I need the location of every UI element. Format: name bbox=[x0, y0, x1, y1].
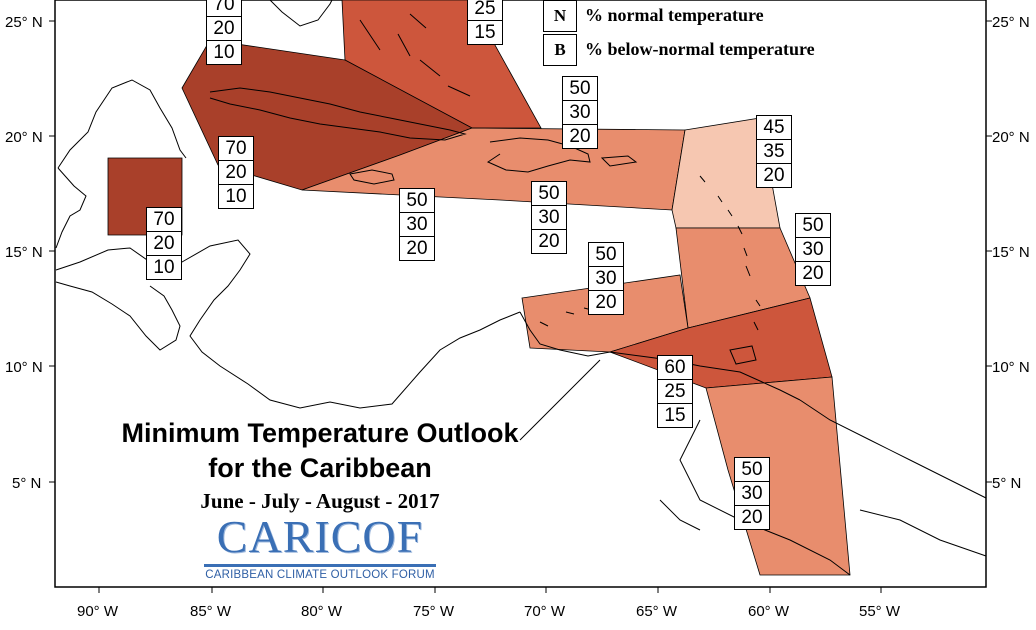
region-guianas bbox=[705, 376, 851, 576]
coast-mexico-gulf bbox=[55, 167, 87, 249]
coast-cuba bbox=[209, 87, 467, 141]
lat-label-25-right: 25° N bbox=[992, 14, 1030, 31]
prob-below: 10 bbox=[147, 255, 181, 279]
prob-normal: 20 bbox=[219, 160, 253, 184]
logo-subtitle: CARIBBEAN CLIMATE OUTLOOK FORUM bbox=[205, 569, 435, 581]
prob-above: 50 bbox=[569, 78, 591, 99]
prob-box-belize: 70 20 10 bbox=[146, 207, 182, 280]
prob-box-leewards: 45 35 20 bbox=[756, 115, 792, 188]
lat-label-20: 20° N bbox=[5, 129, 43, 146]
prob-box-hispaniola-north: 50 30 20 bbox=[562, 76, 598, 149]
map-title-line2: for the Caribbean bbox=[208, 453, 432, 483]
lat-label-5: 5° N bbox=[12, 475, 41, 492]
logo-name: CARICOF bbox=[216, 511, 424, 562]
prob-box-hispaniola: 50 30 20 bbox=[531, 181, 567, 254]
prob-box-windwards: 50 30 20 bbox=[795, 213, 831, 286]
coast-bahamas bbox=[359, 13, 471, 97]
prob-below: 20 bbox=[532, 229, 566, 253]
lat-label-15-right: 15° N bbox=[992, 244, 1030, 261]
prob-box-guianas: 50 30 20 bbox=[734, 457, 770, 530]
coast-venezuela bbox=[799, 399, 987, 499]
coast-trinidad bbox=[729, 345, 757, 365]
coast-lesser-antilles bbox=[699, 175, 761, 331]
prob-normal: 30 bbox=[400, 212, 434, 236]
lat-label-10: 10° N bbox=[5, 359, 43, 376]
prob-below: 15 bbox=[658, 403, 692, 427]
coast-jamaica bbox=[349, 169, 395, 185]
lat-label-25: 25° N bbox=[5, 14, 43, 31]
prob-below: 20 bbox=[757, 163, 791, 187]
lat-labels-right: 25° N 20° N 15° N 10° N 5° N bbox=[992, 14, 1030, 492]
coast-hispaniola bbox=[486, 137, 591, 173]
prob-normal: 30 bbox=[735, 481, 769, 505]
tick-marks bbox=[49, 20, 992, 593]
lat-label-5-right: 5° N bbox=[992, 475, 1021, 492]
prob-above: 50 bbox=[595, 244, 617, 265]
prob-box-abc: 50 30 20 bbox=[588, 242, 624, 315]
lon-label-70: 70° W bbox=[524, 603, 566, 620]
map-title-line1: Minimum Temperature Outlook bbox=[121, 418, 519, 448]
legend-key-normal: N bbox=[543, 0, 577, 32]
prob-normal: 30 bbox=[563, 100, 597, 124]
lat-label-15: 15° N bbox=[5, 244, 43, 261]
prob-below: 20 bbox=[589, 290, 623, 314]
prob-normal: 20 bbox=[147, 231, 181, 255]
coast-honduras bbox=[55, 281, 181, 351]
prob-above: 70 bbox=[153, 209, 175, 230]
legend-text-below: % below-normal temperature bbox=[585, 39, 815, 59]
prob-normal: 25 bbox=[658, 379, 692, 403]
prob-below: 20 bbox=[796, 261, 830, 285]
map-period: June - July - August - 2017 bbox=[200, 489, 440, 513]
prob-above: 50 bbox=[538, 183, 560, 204]
prob-above: 60 bbox=[664, 357, 686, 378]
prob-below: 20 bbox=[563, 124, 597, 148]
prob-normal: 30 bbox=[589, 266, 623, 290]
lon-label-90: 90° W bbox=[77, 603, 119, 620]
prob-normal: 30 bbox=[532, 205, 566, 229]
prob-box-jamaica: 50 30 20 bbox=[399, 188, 435, 261]
logo-divider bbox=[204, 564, 436, 567]
legend-text-normal: % normal temperature bbox=[585, 5, 764, 25]
prob-normal: 20 bbox=[207, 16, 241, 40]
legend-key-below: B bbox=[543, 34, 577, 66]
prob-above: 70 bbox=[213, 0, 235, 15]
prob-above: 70 bbox=[225, 138, 247, 159]
lon-label-65: 65° W bbox=[636, 603, 678, 620]
coast-yucatan bbox=[57, 79, 187, 169]
prob-box-cuba: 70 20 10 bbox=[218, 136, 254, 209]
lon-labels: 90° W 85° W 80° W 75° W 70° W 65° W 60° … bbox=[77, 603, 901, 620]
coast-puerto-rico bbox=[600, 155, 638, 167]
prob-below: 20 bbox=[735, 505, 769, 529]
prob-below: 10 bbox=[207, 40, 241, 64]
caricof-logo: CARICOF CARIBBEAN CLIMATE OUTLOOK FORUM bbox=[200, 512, 440, 582]
coast-colombia bbox=[519, 311, 801, 401]
lat-label-10-right: 10° N bbox=[992, 359, 1030, 376]
lon-label-80: 80° W bbox=[301, 603, 343, 620]
prob-above: 45 bbox=[763, 117, 785, 138]
lon-label-60: 60° W bbox=[748, 603, 790, 620]
coast-florida bbox=[269, 0, 333, 27]
title-block: Minimum Temperature Outlook for the Cari… bbox=[60, 416, 580, 516]
lon-label-75: 75° W bbox=[413, 603, 455, 620]
prob-normal: 30 bbox=[796, 237, 830, 261]
prob-above: 50 bbox=[406, 190, 428, 211]
lat-labels-left: 25° N 20° N 15° N 10° N 5° N bbox=[5, 14, 43, 492]
prob-above: 50 bbox=[741, 459, 763, 480]
prob-below: 10 bbox=[219, 184, 253, 208]
prob-below: 20 bbox=[400, 236, 434, 260]
lat-label-20-right: 20° N bbox=[992, 129, 1030, 146]
prob-above: 25 bbox=[474, 0, 496, 19]
lon-label-85: 85° W bbox=[190, 603, 232, 620]
prob-normal: 15 bbox=[468, 20, 502, 44]
lon-label-55: 55° W bbox=[859, 603, 901, 620]
prob-box-bahamas: 25 15 bbox=[467, 0, 503, 45]
prob-box-trinidad: 60 25 15 bbox=[657, 355, 693, 428]
prob-normal: 35 bbox=[757, 139, 791, 163]
prob-above: 50 bbox=[802, 215, 824, 236]
prob-box-cuba-top: 70 20 10 bbox=[206, 0, 242, 65]
